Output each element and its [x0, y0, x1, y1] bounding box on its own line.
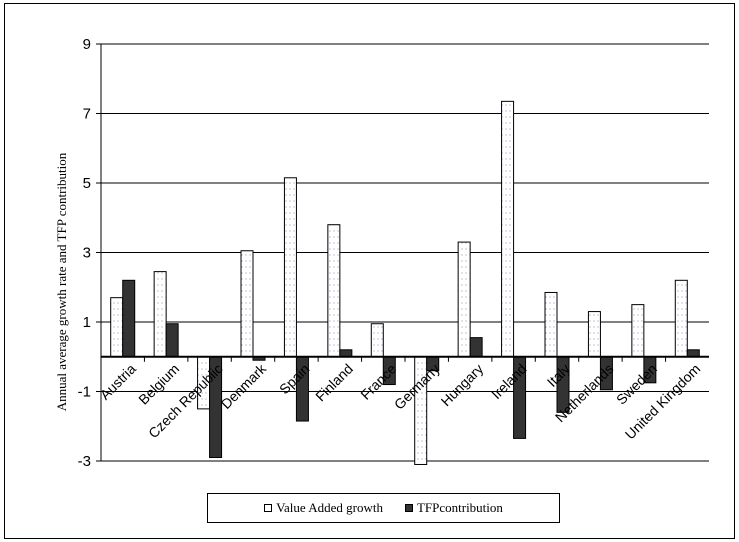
- y-tick-label: 7: [83, 106, 91, 123]
- y-axis-label: Annual average growth rate and TFP contr…: [54, 152, 69, 411]
- bar-value-added: [631, 304, 645, 358]
- legend-swatch-tfp: [404, 504, 413, 512]
- legend-swatch-value-added: [264, 504, 273, 512]
- bar-value-added: [283, 177, 297, 358]
- x-category-label: Finland: [312, 361, 356, 405]
- bar-value-added: [327, 224, 341, 358]
- bar-value-added: [110, 297, 124, 358]
- y-tick-label: -3: [78, 453, 91, 470]
- bar-tfp: [122, 279, 136, 358]
- bar-value-added: [457, 241, 471, 358]
- y-tick-label: 9: [83, 36, 91, 53]
- bar-value-added: [587, 311, 601, 358]
- bar-value-added: [544, 291, 558, 358]
- bar-tfp: [339, 349, 353, 358]
- legend-item-tfp: TFPcontribution: [404, 500, 503, 516]
- bar-value-added: [240, 250, 254, 358]
- y-tick-label: -1: [78, 384, 91, 401]
- x-category-label: United Kingdom: [622, 361, 704, 443]
- x-category-label: Austria: [97, 360, 139, 402]
- legend-label-tfp: TFPcontribution: [416, 500, 503, 515]
- x-category-label: Hungary: [438, 361, 487, 410]
- x-category-label: Denmark: [218, 360, 270, 412]
- legend-item-value-added: Value Added growth: [264, 500, 383, 516]
- bar-value-added: [501, 100, 515, 358]
- y-tick-label: 1: [83, 314, 91, 331]
- bar-tfp: [165, 323, 179, 358]
- y-tick-label: 3: [83, 245, 91, 262]
- y-tick-label: 5: [83, 175, 91, 192]
- bar-value-added: [370, 323, 384, 358]
- legend: Value Added growth TFPcontribution: [207, 493, 560, 523]
- bar-value-added: [153, 271, 167, 358]
- bar-value-added: [674, 279, 688, 358]
- legend-label-value-added: Value Added growth: [276, 500, 383, 515]
- chart-frame: [4, 3, 735, 539]
- bar-tfp: [686, 349, 700, 358]
- bar-tfp: [469, 337, 483, 358]
